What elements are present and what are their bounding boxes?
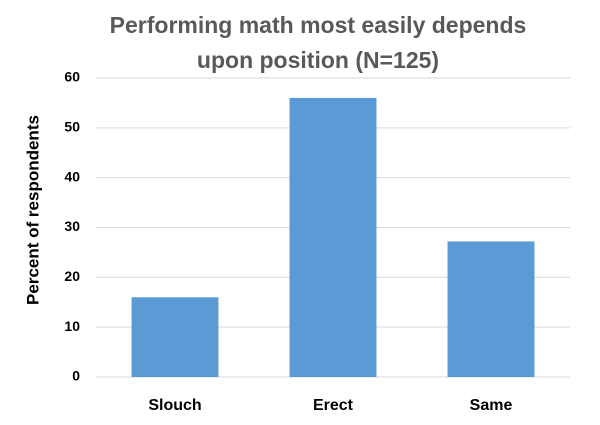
bar (447, 241, 535, 377)
bar (289, 97, 377, 377)
y-tick-label: 40 (64, 168, 80, 184)
y-tick-label: 50 (64, 119, 80, 135)
y-tick-label: 0 (72, 368, 80, 384)
x-tick-label: Slouch (148, 397, 201, 414)
x-tick-label: Erect (313, 397, 354, 414)
chart-title: Performing math most easily depends upon… (109, 12, 527, 73)
y-tick-label: 20 (64, 268, 80, 284)
y-axis-label: Percent of respondents (23, 115, 42, 305)
y-tick-label: 60 (64, 69, 80, 85)
bar (131, 297, 219, 377)
y-tick-label: 30 (64, 218, 80, 234)
y-tick-label: 10 (64, 318, 80, 334)
x-tick-label: Same (470, 397, 513, 414)
